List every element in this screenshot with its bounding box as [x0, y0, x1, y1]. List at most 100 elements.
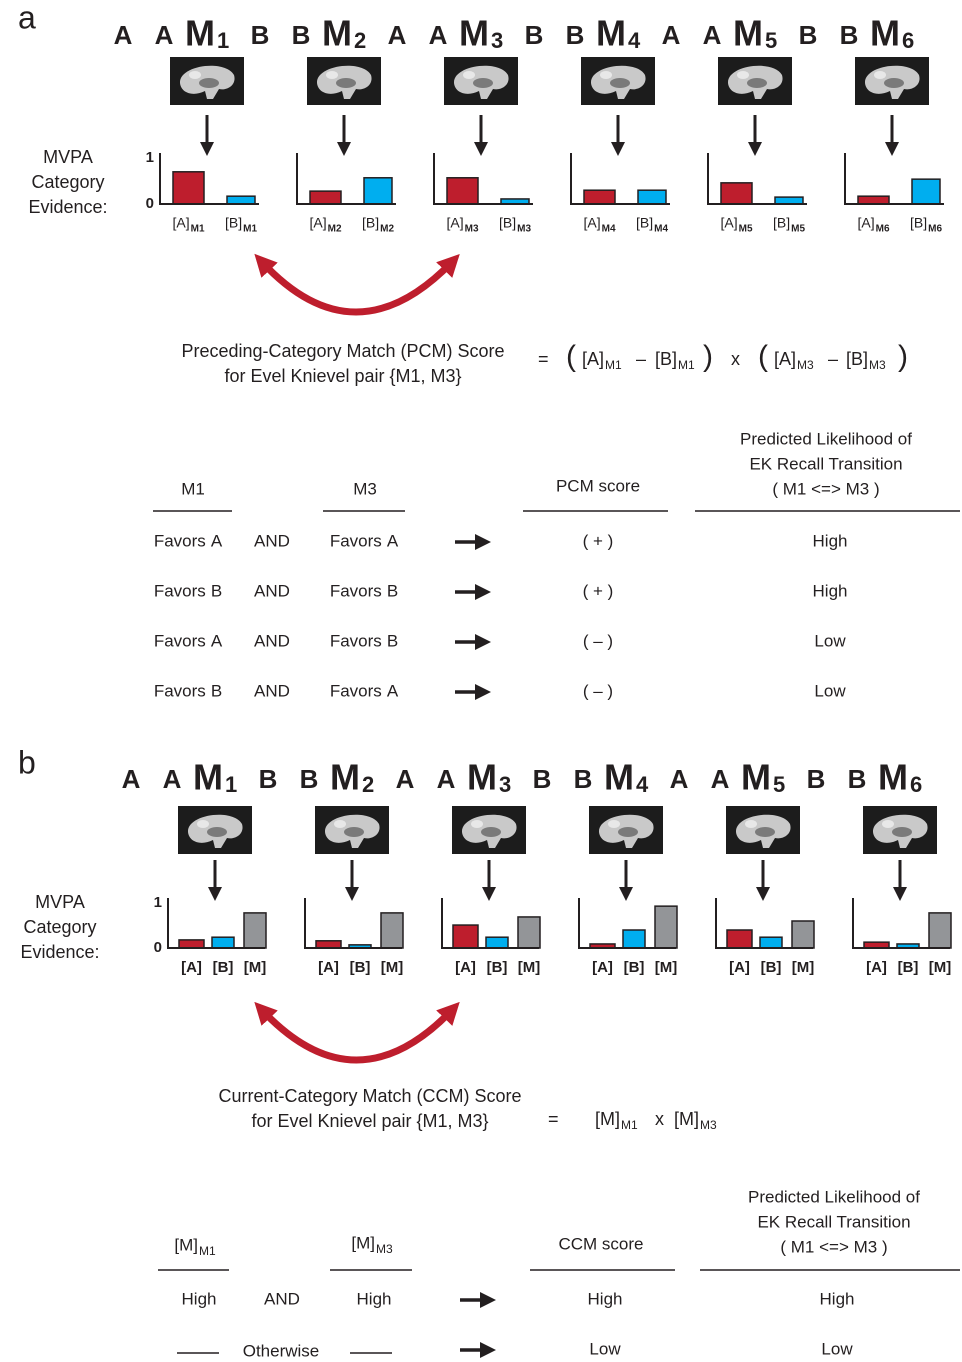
axis-label: Evidence:: [20, 942, 99, 962]
bar-label: [B]: [225, 215, 242, 231]
arrow-head: [475, 534, 491, 550]
item-subscript: 5: [773, 772, 785, 797]
cell: ( + ): [583, 531, 614, 550]
cell: Low: [814, 631, 846, 650]
cell: AND: [254, 631, 290, 650]
category-letter: B: [533, 764, 552, 794]
bar-label-subscript: M2: [328, 224, 342, 235]
arrow-head: [337, 142, 351, 156]
arrow-head: [893, 887, 907, 901]
bar: [485, 936, 509, 949]
formula-term: [M]: [674, 1109, 699, 1129]
brain-detail: [336, 78, 356, 88]
item-label: M: [741, 757, 771, 798]
y-tick-label: 1: [146, 149, 154, 166]
category-letter: A: [388, 20, 407, 50]
item-label: M: [596, 13, 626, 54]
brain-detail: [463, 71, 475, 79]
brain-detail: [344, 827, 364, 837]
bar-label: [B]: [499, 215, 516, 231]
formula-term: [B]: [846, 349, 868, 369]
category-letter: B: [848, 764, 867, 794]
formula-term: (: [758, 340, 768, 373]
item-label: M: [193, 757, 223, 798]
bar: [452, 924, 479, 949]
bar-label: [A]: [729, 959, 750, 976]
category-letter: A: [429, 20, 448, 50]
arrow-head: [200, 142, 214, 156]
bar: [622, 929, 646, 949]
bar-label: [B]: [362, 215, 379, 231]
item-label: M: [330, 757, 360, 798]
bar: [363, 177, 393, 205]
arrow-head: [611, 142, 625, 156]
brain-detail: [882, 820, 894, 828]
bar-label: [M]: [655, 959, 678, 976]
formula-term: =: [548, 1109, 559, 1129]
cell: High: [813, 581, 848, 600]
bar: [759, 936, 783, 949]
brain-detail: [481, 827, 501, 837]
score-title: for Evel Knievel pair {M1, M3}: [251, 1111, 488, 1131]
column-header: M3: [353, 479, 377, 498]
category-letter: B: [292, 20, 311, 50]
bar: [720, 182, 753, 205]
bar: [226, 195, 256, 205]
column-header-subscript: M1: [199, 1244, 216, 1258]
cell-category: B: [211, 681, 222, 700]
bar-label: [M]: [244, 959, 267, 976]
category-letter: A: [163, 764, 182, 794]
bar-label: [M]: [792, 959, 815, 976]
arrow-head: [748, 142, 762, 156]
formula-subscript: M3: [869, 358, 886, 372]
cell: Otherwise: [243, 1341, 320, 1360]
category-letter: B: [259, 764, 278, 794]
brain-detail: [755, 827, 775, 837]
bar: [211, 936, 235, 949]
bar-label: [A]: [720, 215, 737, 231]
bar: [583, 189, 616, 205]
bar-label: [A]: [172, 215, 189, 231]
arrow-head: [475, 684, 491, 700]
y-tick-label: 0: [146, 195, 154, 212]
category-letter: B: [574, 764, 593, 794]
category-letter: A: [114, 20, 133, 50]
cell: Favors: [330, 681, 382, 700]
formula-term: x: [655, 1109, 664, 1129]
bar: [857, 195, 890, 205]
bar-label-subscript: M5: [739, 224, 753, 235]
column-header: EK Recall Transition: [749, 454, 902, 473]
category-letter: A: [122, 764, 141, 794]
category-letter: A: [662, 20, 681, 50]
panel-label: b: [18, 744, 36, 780]
bar-label-subscript: M3: [465, 224, 479, 235]
brain-detail: [471, 820, 483, 828]
item-subscript: 5: [765, 28, 777, 53]
cell: Low: [814, 681, 846, 700]
axis-label: Category: [23, 917, 96, 937]
cell: Favors: [330, 531, 382, 550]
bar-label: [A]: [455, 959, 476, 976]
curved-arrow: [254, 253, 460, 316]
bar-label: [A]: [181, 959, 202, 976]
item-label: M: [459, 13, 489, 54]
formula-term: [B]: [655, 349, 677, 369]
cell-category: A: [387, 681, 399, 700]
bar-label: [A]: [446, 215, 463, 231]
cell: AND: [254, 531, 290, 550]
bar-label-subscript: M5: [791, 224, 805, 235]
formula-subscript: M1: [605, 358, 622, 372]
curved-arrow: [254, 1001, 460, 1064]
bar-label: [B]: [761, 959, 782, 976]
bar: [309, 190, 342, 205]
arrow-head: [482, 887, 496, 901]
arrow-head: [756, 887, 770, 901]
arrow-head: [345, 887, 359, 901]
item-subscript: 3: [491, 28, 503, 53]
axis-label: Evidence:: [28, 197, 107, 217]
axis-label: MVPA: [43, 147, 93, 167]
item-label: M: [733, 13, 763, 54]
formula-subscript: M1: [678, 358, 695, 372]
arrow-head: [474, 142, 488, 156]
cell-category: B: [387, 631, 398, 650]
